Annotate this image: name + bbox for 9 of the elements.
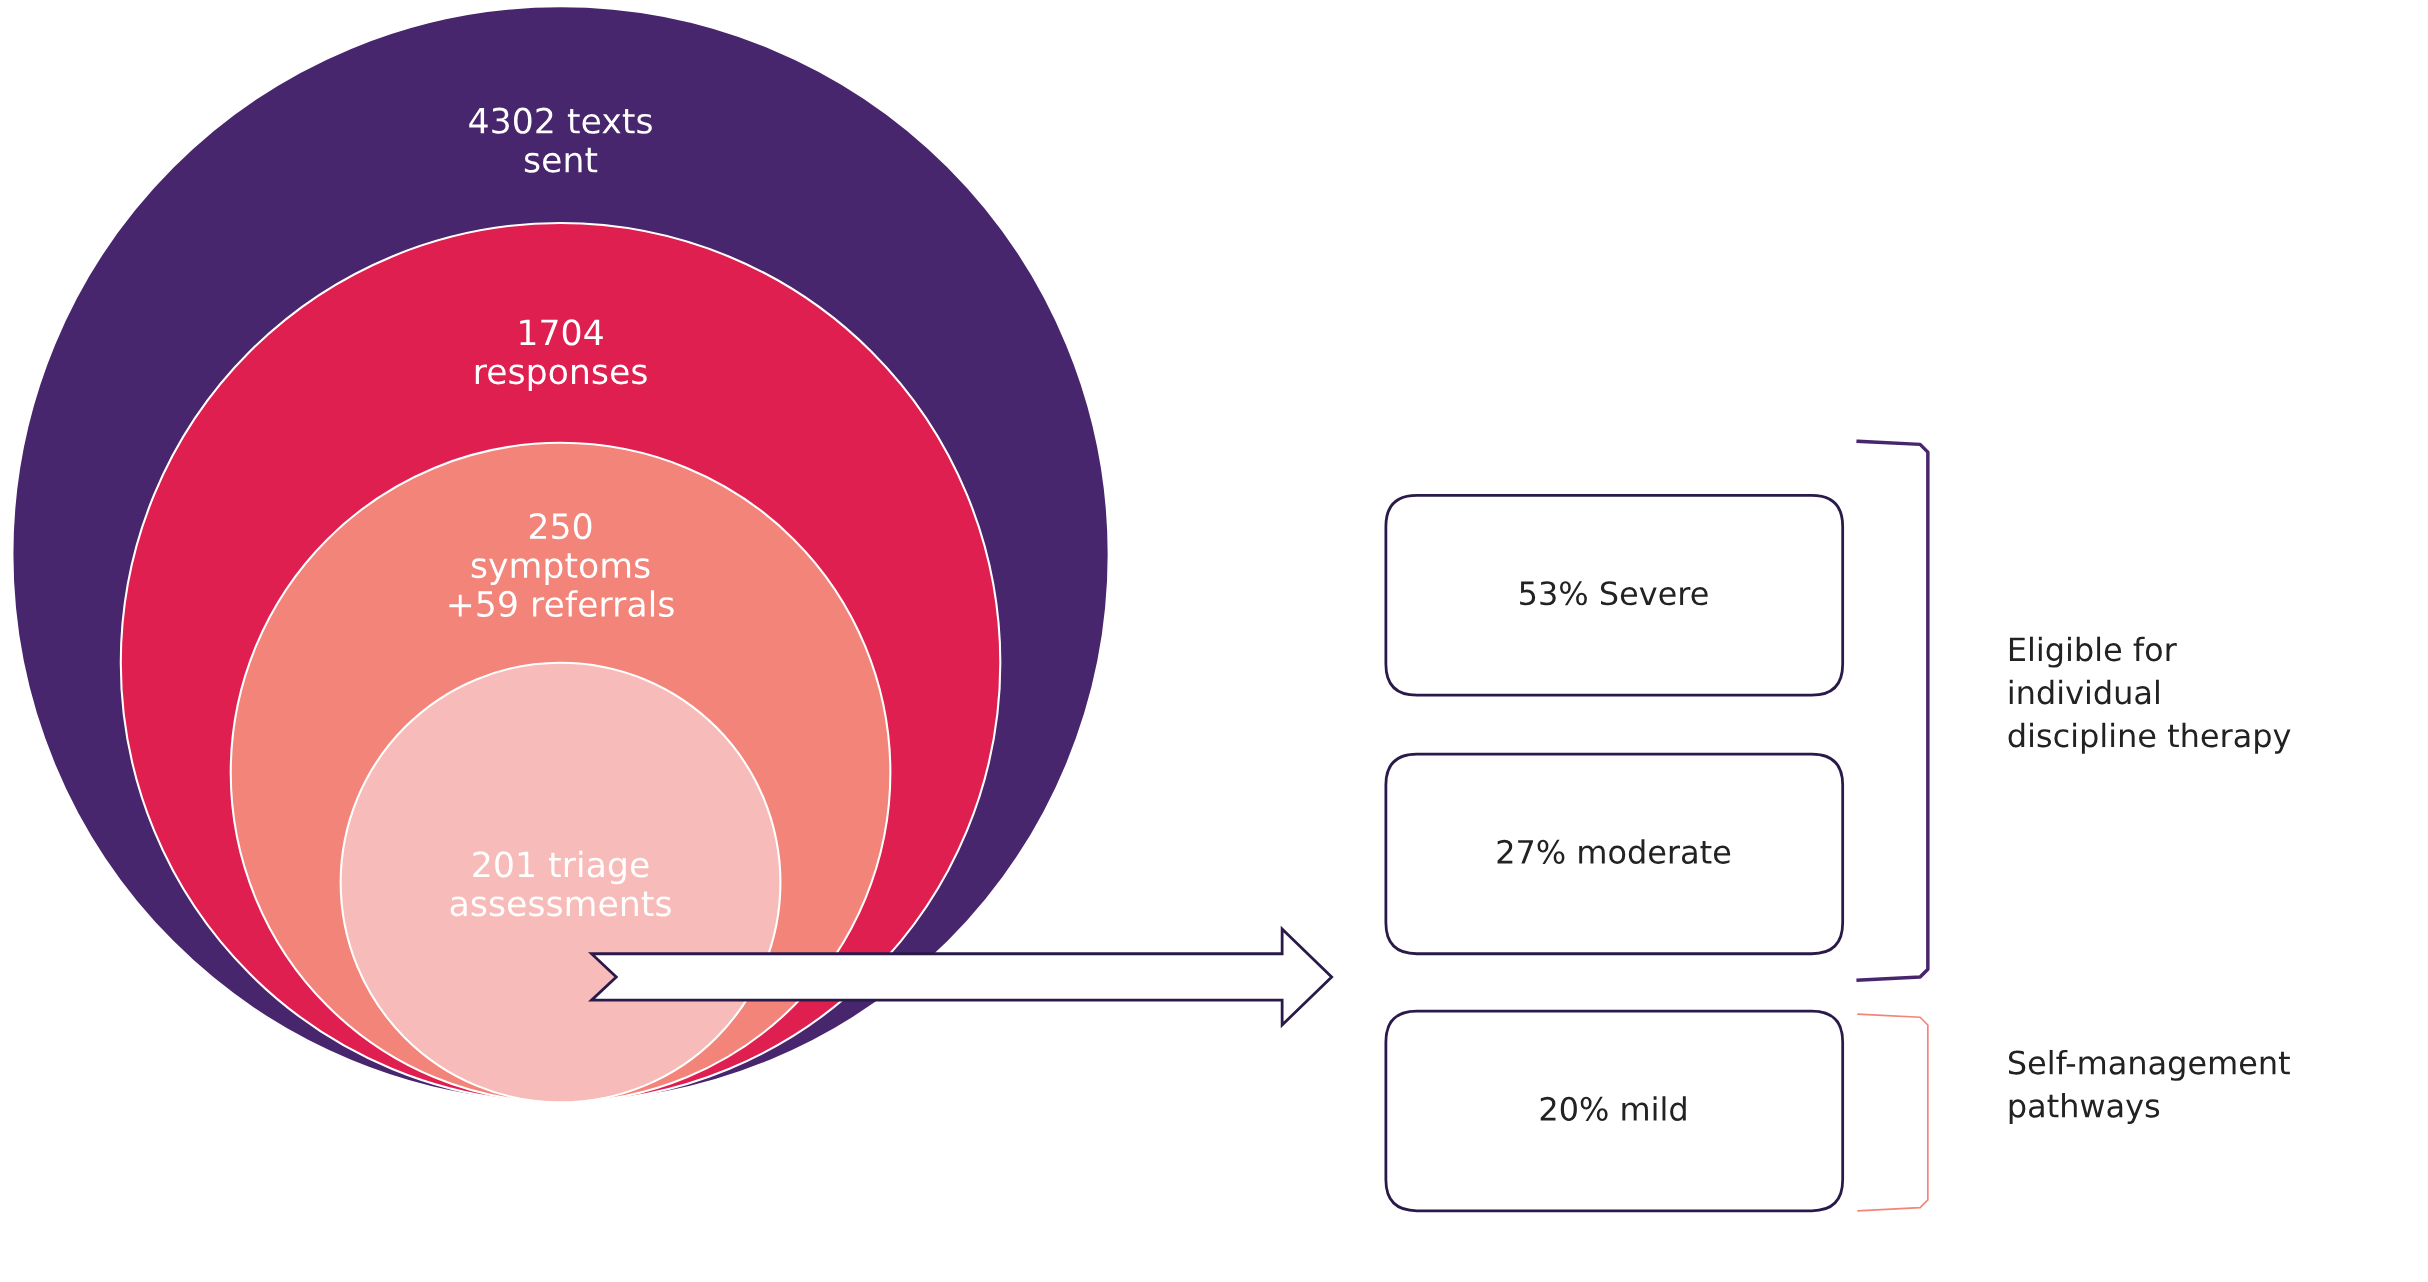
text: Eligible for individual discipline therapy xyxy=(2008,636,2291,754)
data-label: 250 symptoms +59 referrals xyxy=(449,513,674,618)
data-label: 201 triage assessments xyxy=(450,850,671,917)
data-label: 27% moderate xyxy=(1497,839,1731,864)
data-label: 53% Severe xyxy=(1520,581,1708,606)
text: Self-management pathways xyxy=(2008,1049,2290,1124)
data-label: 4302 texts sent xyxy=(469,107,652,173)
data-label: 20% mild xyxy=(1540,1096,1686,1121)
data-label: 1704 responses xyxy=(475,319,647,392)
